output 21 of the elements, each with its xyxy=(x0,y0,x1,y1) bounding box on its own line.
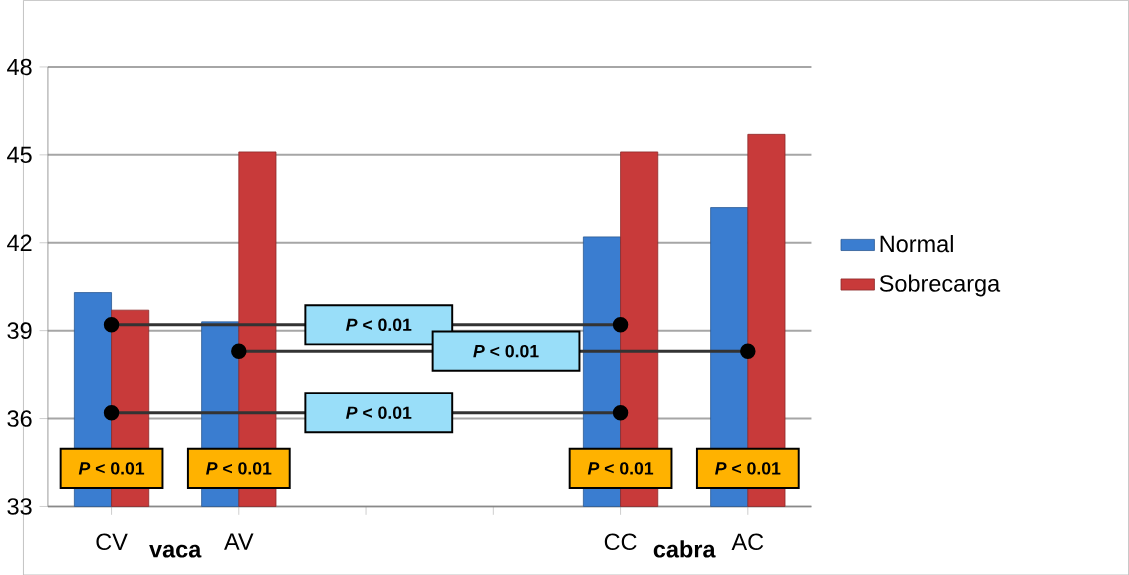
annotation: P < 0.01 xyxy=(715,461,781,475)
legend-label: Sobrecarga xyxy=(879,274,1001,297)
text: cabra xyxy=(653,540,716,558)
y-tick-label: 39 xyxy=(7,322,32,339)
annotation: P < 0.01 xyxy=(587,461,654,475)
y-tick-label: 48 xyxy=(7,58,32,76)
x-tick-label: AV xyxy=(224,533,254,550)
annotation: P < 0.01 xyxy=(206,461,272,475)
x-tick-label: CV xyxy=(96,533,128,550)
x-tick-label: CC xyxy=(604,533,637,550)
text: vaca xyxy=(149,544,202,558)
annotation: P < 0.01 xyxy=(473,344,539,358)
y-tick-label: 33 xyxy=(7,497,32,515)
y-tick-label: 45 xyxy=(7,146,32,163)
y-tick-label: 42 xyxy=(7,234,32,251)
legend-label: Normal xyxy=(880,234,953,253)
annotation: P < 0.01 xyxy=(346,406,412,419)
y-tick-label: 36 xyxy=(7,410,32,427)
x-tick-label: AC xyxy=(731,533,764,550)
annotation: P < 0.01 xyxy=(78,461,145,475)
annotation: P < 0.01 xyxy=(346,318,412,331)
